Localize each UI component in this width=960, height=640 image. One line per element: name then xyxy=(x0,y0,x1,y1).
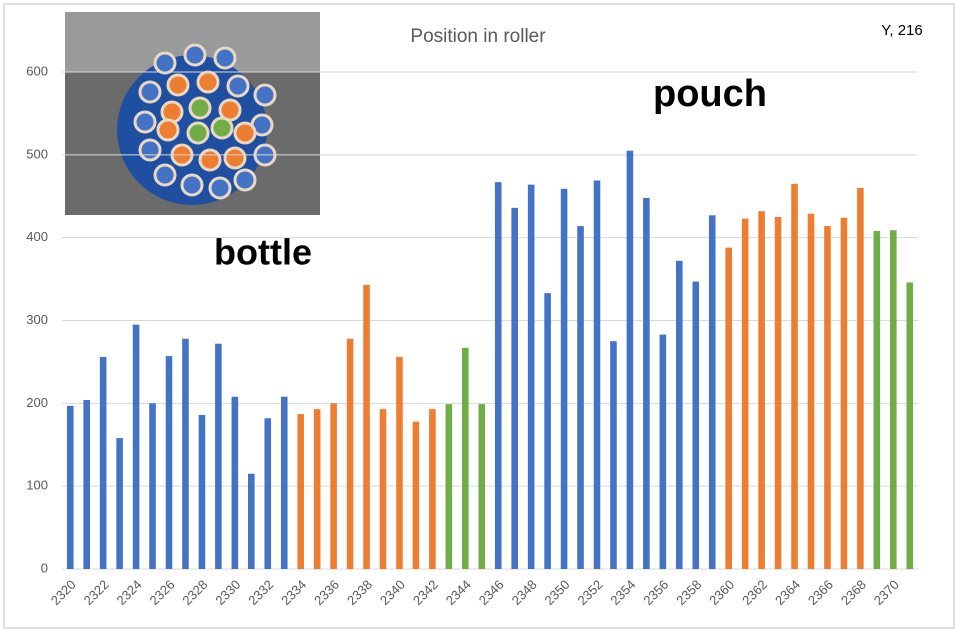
bar xyxy=(182,339,189,569)
bar xyxy=(248,474,255,569)
y-tick-label: 200 xyxy=(26,395,48,410)
bar xyxy=(478,404,485,569)
bar xyxy=(643,198,650,569)
chart: Position in roller Y, 216 bottle pouch 0… xyxy=(0,0,960,635)
bar xyxy=(199,415,206,569)
bar xyxy=(758,211,765,569)
bar xyxy=(380,409,387,569)
bar xyxy=(906,282,913,569)
photo-dot xyxy=(190,98,210,118)
photo xyxy=(65,12,320,215)
photo-dot xyxy=(158,120,178,140)
bar xyxy=(561,189,568,569)
photo-dot xyxy=(212,118,232,138)
photo-dot xyxy=(210,178,230,198)
photo-dot xyxy=(235,123,255,143)
bar xyxy=(215,344,222,569)
bar xyxy=(692,282,699,569)
bar xyxy=(890,230,897,569)
photo-dot xyxy=(155,53,175,73)
photo-dot xyxy=(255,85,275,105)
y-tick-label: 100 xyxy=(26,478,48,493)
bar xyxy=(232,397,239,569)
bar xyxy=(676,261,683,569)
y-tick-label: 500 xyxy=(26,146,48,161)
bar xyxy=(166,356,173,569)
bar xyxy=(594,181,601,569)
y-tick-label: 400 xyxy=(26,229,48,244)
photo-dot xyxy=(185,45,205,65)
bar xyxy=(297,414,304,569)
bar xyxy=(874,231,881,569)
bar xyxy=(347,339,354,569)
photo-dot xyxy=(188,123,208,143)
bar xyxy=(495,182,502,569)
photo-dot xyxy=(225,148,245,168)
bar xyxy=(808,214,815,569)
y-tick-label: 300 xyxy=(26,312,48,327)
bar xyxy=(281,397,288,569)
bar xyxy=(857,188,864,569)
bar xyxy=(742,219,749,569)
bar xyxy=(824,226,831,569)
bar xyxy=(725,248,732,569)
bar xyxy=(100,357,107,569)
photo-dot xyxy=(155,165,175,185)
bar xyxy=(149,403,156,569)
bar xyxy=(841,218,848,569)
chart-title: Position in roller xyxy=(410,26,546,47)
y-tick-label: 0 xyxy=(41,560,48,575)
bar xyxy=(528,185,535,569)
photo-dot xyxy=(140,140,160,160)
bar xyxy=(775,217,782,569)
bar xyxy=(446,404,453,569)
photo-dot xyxy=(168,75,188,95)
bar xyxy=(314,409,321,569)
bar xyxy=(330,403,337,569)
bar xyxy=(396,357,403,569)
bar xyxy=(544,293,551,569)
bar xyxy=(429,409,436,569)
photo-dot xyxy=(235,170,255,190)
photo-dot xyxy=(140,82,160,102)
photo-dot xyxy=(228,76,248,96)
corner-label: Y, 216 xyxy=(881,22,922,39)
bar xyxy=(627,151,634,569)
bar xyxy=(413,422,420,569)
photo-dot xyxy=(182,175,202,195)
annotation: pouch xyxy=(653,73,767,115)
bar xyxy=(363,285,370,569)
y-tick-label: 600 xyxy=(26,63,48,78)
bar xyxy=(116,438,123,569)
bar xyxy=(264,418,271,569)
bar xyxy=(791,184,798,569)
bar xyxy=(133,325,140,569)
bar xyxy=(67,406,74,569)
photo-dot xyxy=(215,48,235,68)
photo-dot xyxy=(198,72,218,92)
bar xyxy=(660,335,667,569)
bar xyxy=(83,400,90,569)
photo-dot xyxy=(200,150,220,170)
bar xyxy=(511,208,518,569)
bar xyxy=(610,341,617,569)
bar xyxy=(577,226,584,569)
photo-dot xyxy=(135,112,155,132)
bar xyxy=(462,348,469,569)
bar xyxy=(709,215,716,569)
